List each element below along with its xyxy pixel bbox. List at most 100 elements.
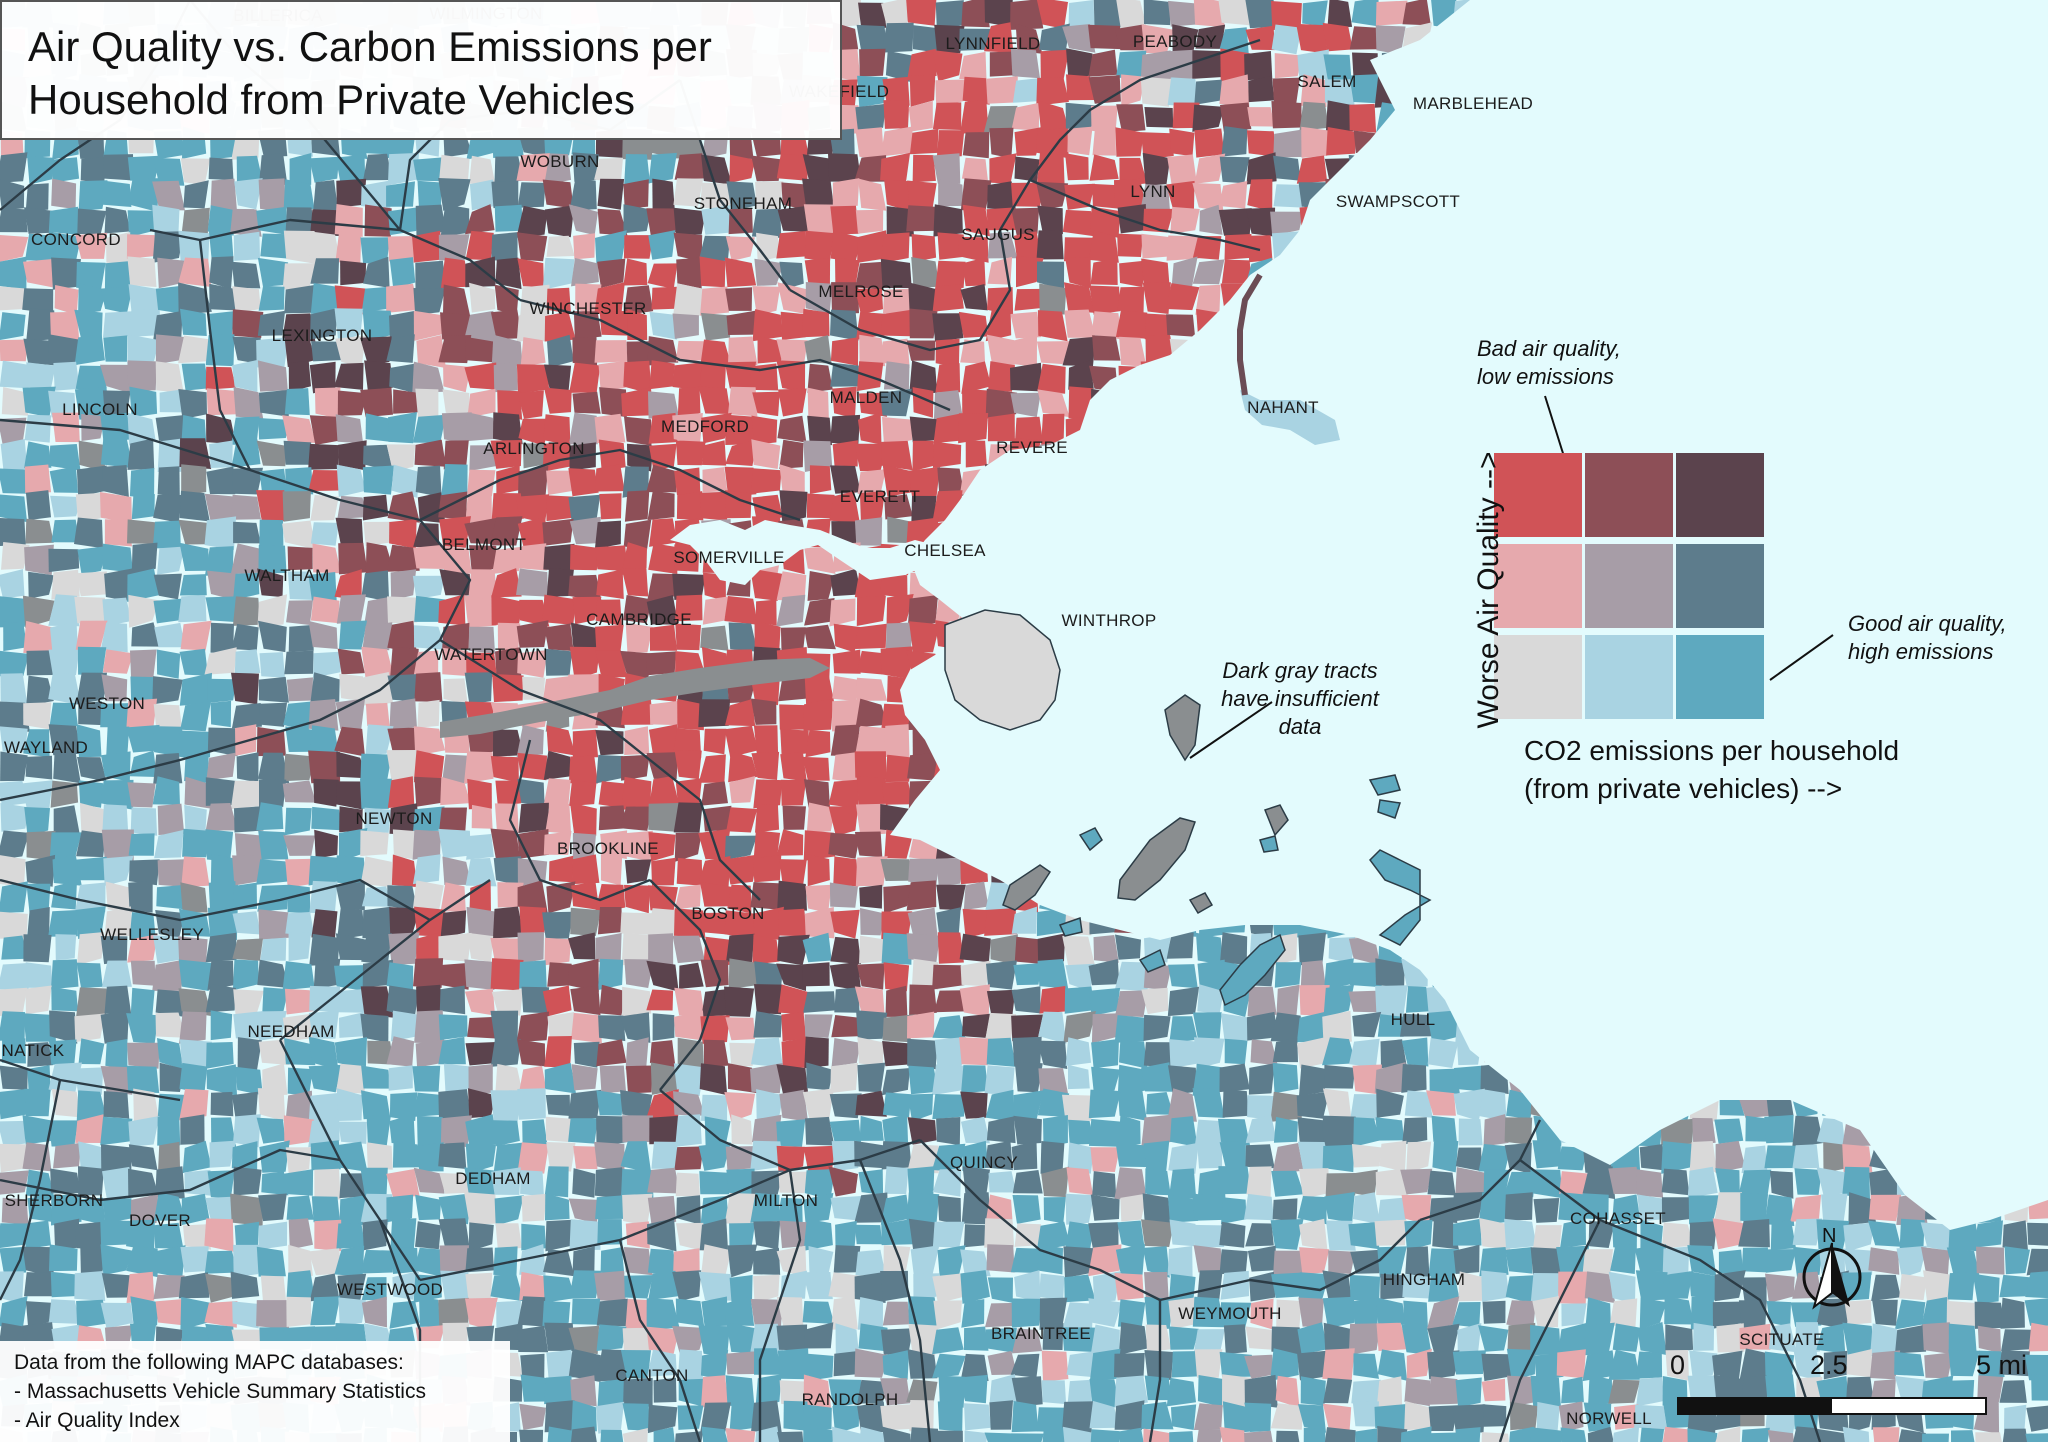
census-tract	[76, 830, 106, 858]
census-tract	[1091, 311, 1122, 340]
census-tract	[675, 623, 701, 651]
census-tract	[361, 286, 393, 313]
census-tract	[440, 776, 471, 806]
census-tract	[883, 288, 913, 316]
census-tract	[753, 830, 781, 859]
census-tract	[828, 153, 862, 182]
census-tract	[625, 1065, 653, 1094]
census-tract	[413, 288, 446, 315]
census-tract	[752, 854, 782, 883]
census-tract	[701, 989, 728, 1017]
census-tract	[778, 388, 807, 417]
census-tract	[985, 388, 1018, 419]
legend-cell-aq1-co2-2	[1585, 635, 1673, 719]
census-tract	[754, 961, 784, 991]
census-tract	[0, 596, 30, 628]
census-tract	[597, 208, 628, 236]
census-tract	[1, 542, 30, 570]
census-tract	[673, 1010, 706, 1041]
census-tract	[439, 807, 467, 836]
census-tract	[386, 750, 418, 784]
census-tract	[310, 495, 339, 521]
town-label-belmont: BELMONT	[441, 535, 527, 554]
census-tract	[75, 620, 108, 653]
census-tract	[127, 568, 159, 602]
census-tract	[1170, 206, 1200, 234]
census-tract	[881, 232, 910, 264]
census-tract	[832, 675, 860, 702]
census-tract	[103, 855, 134, 886]
census-tract	[101, 674, 128, 702]
census-tract	[568, 468, 599, 497]
census-tract	[74, 856, 107, 881]
census-tract	[622, 830, 653, 862]
census-tract	[465, 230, 494, 261]
census-tract	[100, 438, 133, 469]
census-tract	[623, 285, 654, 316]
census-tract	[77, 932, 105, 966]
census-tract	[22, 780, 53, 810]
census-tract	[700, 312, 731, 341]
census-tract	[984, 908, 1018, 936]
census-tract	[334, 726, 365, 757]
census-tract	[284, 650, 314, 675]
census-tract	[78, 780, 104, 808]
census-tract	[569, 779, 597, 806]
census-tract	[308, 572, 337, 601]
census-tract	[646, 595, 678, 625]
census-tract	[76, 962, 103, 989]
census-tract	[1169, 128, 1195, 157]
census-tract	[989, 153, 1017, 184]
census-tract	[650, 1062, 679, 1095]
census-tract	[152, 204, 180, 238]
census-tract	[913, 25, 939, 53]
census-tract	[208, 157, 234, 181]
census-tract	[413, 958, 444, 988]
town-label-swampscott: SWAMPSCOTT	[1335, 192, 1461, 211]
census-tract	[308, 443, 339, 470]
census-tract	[152, 180, 185, 211]
census-tract	[289, 153, 312, 185]
census-tract	[1064, 237, 1096, 262]
census-tract	[1114, 178, 1147, 212]
census-tract	[909, 308, 938, 339]
census-tract	[1068, 360, 1094, 390]
census-tract	[313, 958, 341, 990]
town-boundary	[0, 1058, 181, 1102]
census-tract	[752, 391, 780, 417]
census-tract	[517, 932, 544, 965]
census-tract	[650, 624, 678, 651]
town-label-winthrop: WINTHROP	[1061, 611, 1157, 630]
census-tract	[907, 907, 938, 939]
census-tract	[621, 568, 649, 597]
legend-x-axis-label: CO2 emissions per household (from privat…	[1524, 732, 1899, 808]
census-tract	[1115, 990, 1148, 1017]
census-tract	[282, 491, 311, 522]
census-tract	[386, 1036, 415, 1067]
census-tract	[50, 495, 82, 518]
census-tract	[882, 1041, 914, 1067]
census-tract	[621, 387, 651, 417]
census-tract	[882, 76, 910, 107]
census-tract	[365, 724, 394, 755]
census-tract	[390, 569, 417, 601]
town-label-milton: MILTON	[753, 1191, 819, 1210]
census-tract	[1380, 1039, 1407, 1069]
census-tract	[883, 724, 910, 758]
census-tract	[986, 960, 1017, 990]
census-tract	[0, 673, 28, 705]
census-tract	[205, 777, 238, 806]
census-tract	[673, 232, 703, 262]
census-tract	[779, 704, 809, 730]
census-tract	[465, 1042, 497, 1066]
town-label-arlington: ARLINGTON	[483, 439, 585, 458]
census-tract	[1195, 24, 1226, 49]
census-tract	[545, 803, 572, 834]
town-label-saugus: SAUGUS	[961, 225, 1035, 244]
census-tract	[367, 1040, 394, 1065]
census-tract	[936, 130, 965, 157]
census-tract	[1348, 936, 1381, 965]
census-tract	[335, 698, 365, 732]
census-tract	[232, 286, 261, 314]
census-tract	[48, 334, 81, 365]
